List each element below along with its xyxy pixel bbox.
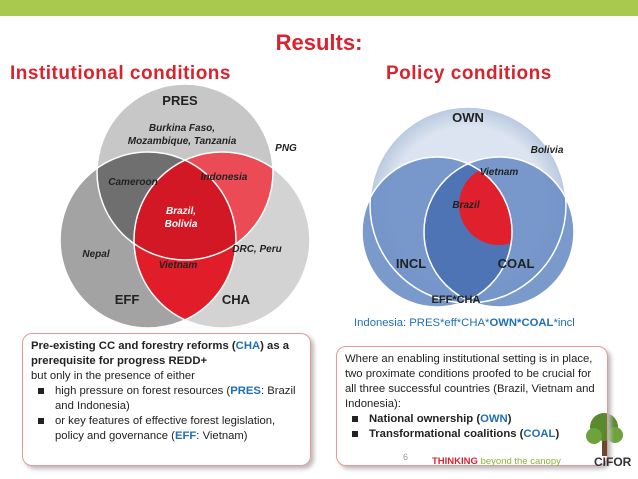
set-label: INCL bbox=[396, 256, 426, 271]
region-label: Brazil, bbox=[166, 206, 196, 217]
logo-text: CIFOR bbox=[594, 455, 632, 469]
region-label: Burkina Faso, bbox=[149, 123, 215, 134]
left-venn: PRES Burkina Faso, Mozambique, Tanzania … bbox=[59, 83, 311, 329]
text: high pressure on forest resources ( bbox=[55, 385, 231, 397]
text: : Brazil and Indonesia) bbox=[55, 385, 296, 412]
region-label: Bolivia bbox=[531, 145, 564, 156]
lead: Pre-existing CC and forestry reforms (CH… bbox=[31, 339, 302, 369]
set-label: EFF bbox=[115, 292, 140, 307]
right-box: Where an enabling institutional setting … bbox=[336, 346, 608, 466]
set-label: EFF*CHA bbox=[432, 294, 481, 306]
center-region bbox=[134, 152, 236, 260]
text: or key features of effective forest legi… bbox=[55, 415, 276, 442]
formula-text: *incl bbox=[553, 317, 575, 329]
text: COAL bbox=[523, 428, 556, 440]
region-label: Bolivia bbox=[165, 219, 198, 230]
text: beyond the canopy bbox=[480, 456, 561, 467]
lead: Where an enabling institutional setting … bbox=[345, 353, 595, 410]
text: EFF bbox=[174, 430, 197, 442]
text: : Vietnam) bbox=[196, 430, 248, 442]
text: Pre-existing CC and forestry reforms ( bbox=[31, 340, 236, 352]
region-label: DRC, Peru bbox=[232, 244, 281, 255]
left-box: Pre-existing CC and forestry reforms (CH… bbox=[22, 333, 311, 466]
region-label: Nepal bbox=[82, 249, 109, 260]
region-label: PNG bbox=[275, 143, 297, 154]
center-region bbox=[459, 165, 512, 245]
set-label: PRES bbox=[162, 93, 198, 108]
text: ) bbox=[555, 428, 560, 440]
text: CHA bbox=[235, 340, 261, 352]
set-label: CHA bbox=[222, 292, 251, 307]
region-label: Vietnam bbox=[480, 167, 519, 178]
region-label: Vietnam bbox=[159, 260, 198, 271]
sub: but only in the presence of either bbox=[31, 370, 195, 382]
text: PRES bbox=[230, 385, 261, 397]
set-label: COAL bbox=[498, 256, 535, 271]
bullet: National ownership (OWN) bbox=[352, 412, 599, 427]
formula-text: Indonesia: PRES*eff*CHA* bbox=[354, 317, 490, 329]
region-label: Indonesia bbox=[201, 172, 248, 183]
region-label: Cameroon bbox=[108, 177, 157, 188]
bullet: or key features of effective forest legi… bbox=[38, 414, 302, 444]
text: THINKING bbox=[432, 456, 478, 467]
text: National ownership ( bbox=[369, 413, 481, 425]
formula-bold: OWN*COAL bbox=[489, 317, 554, 329]
text: ) as a prerequisite for progress REDD+ bbox=[31, 340, 290, 367]
bullet: Transformational coalitions (COAL) bbox=[352, 427, 599, 442]
right-heading: Policy conditions bbox=[386, 63, 552, 84]
page-number: 6 bbox=[403, 452, 409, 462]
title: Results: bbox=[275, 30, 363, 55]
text: ) bbox=[507, 413, 512, 425]
text: Transformational coalitions ( bbox=[369, 428, 524, 440]
formula: Indonesia: PRES*eff*CHA*OWN*COAL*incl bbox=[354, 317, 575, 329]
region-label: Brazil bbox=[452, 200, 479, 211]
left-heading: Institutional conditions bbox=[10, 63, 231, 84]
set-label: OWN bbox=[452, 110, 484, 125]
right-venn: OWN Bolivia Vietnam Brazil INCL COAL EFF… bbox=[361, 106, 575, 308]
tagline: THINKING beyond the canopy bbox=[432, 456, 561, 467]
text: OWN bbox=[480, 413, 508, 425]
bullet: high pressure on forest resources (PRES:… bbox=[38, 384, 302, 414]
region-label: Mozambique, Tanzania bbox=[128, 136, 237, 147]
cifor-logo bbox=[586, 413, 623, 456]
top-bar bbox=[0, 0, 638, 16]
